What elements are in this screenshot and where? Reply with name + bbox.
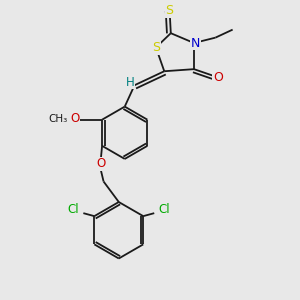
Text: CH₃: CH₃	[49, 114, 68, 124]
Text: S: S	[166, 4, 174, 17]
Text: O: O	[70, 112, 80, 125]
Text: O: O	[213, 71, 223, 84]
Text: Cl: Cl	[158, 203, 170, 216]
Text: N: N	[191, 37, 200, 50]
Text: S: S	[152, 41, 160, 54]
Text: Cl: Cl	[68, 203, 79, 216]
Text: O: O	[96, 157, 105, 170]
Text: H: H	[126, 76, 134, 89]
